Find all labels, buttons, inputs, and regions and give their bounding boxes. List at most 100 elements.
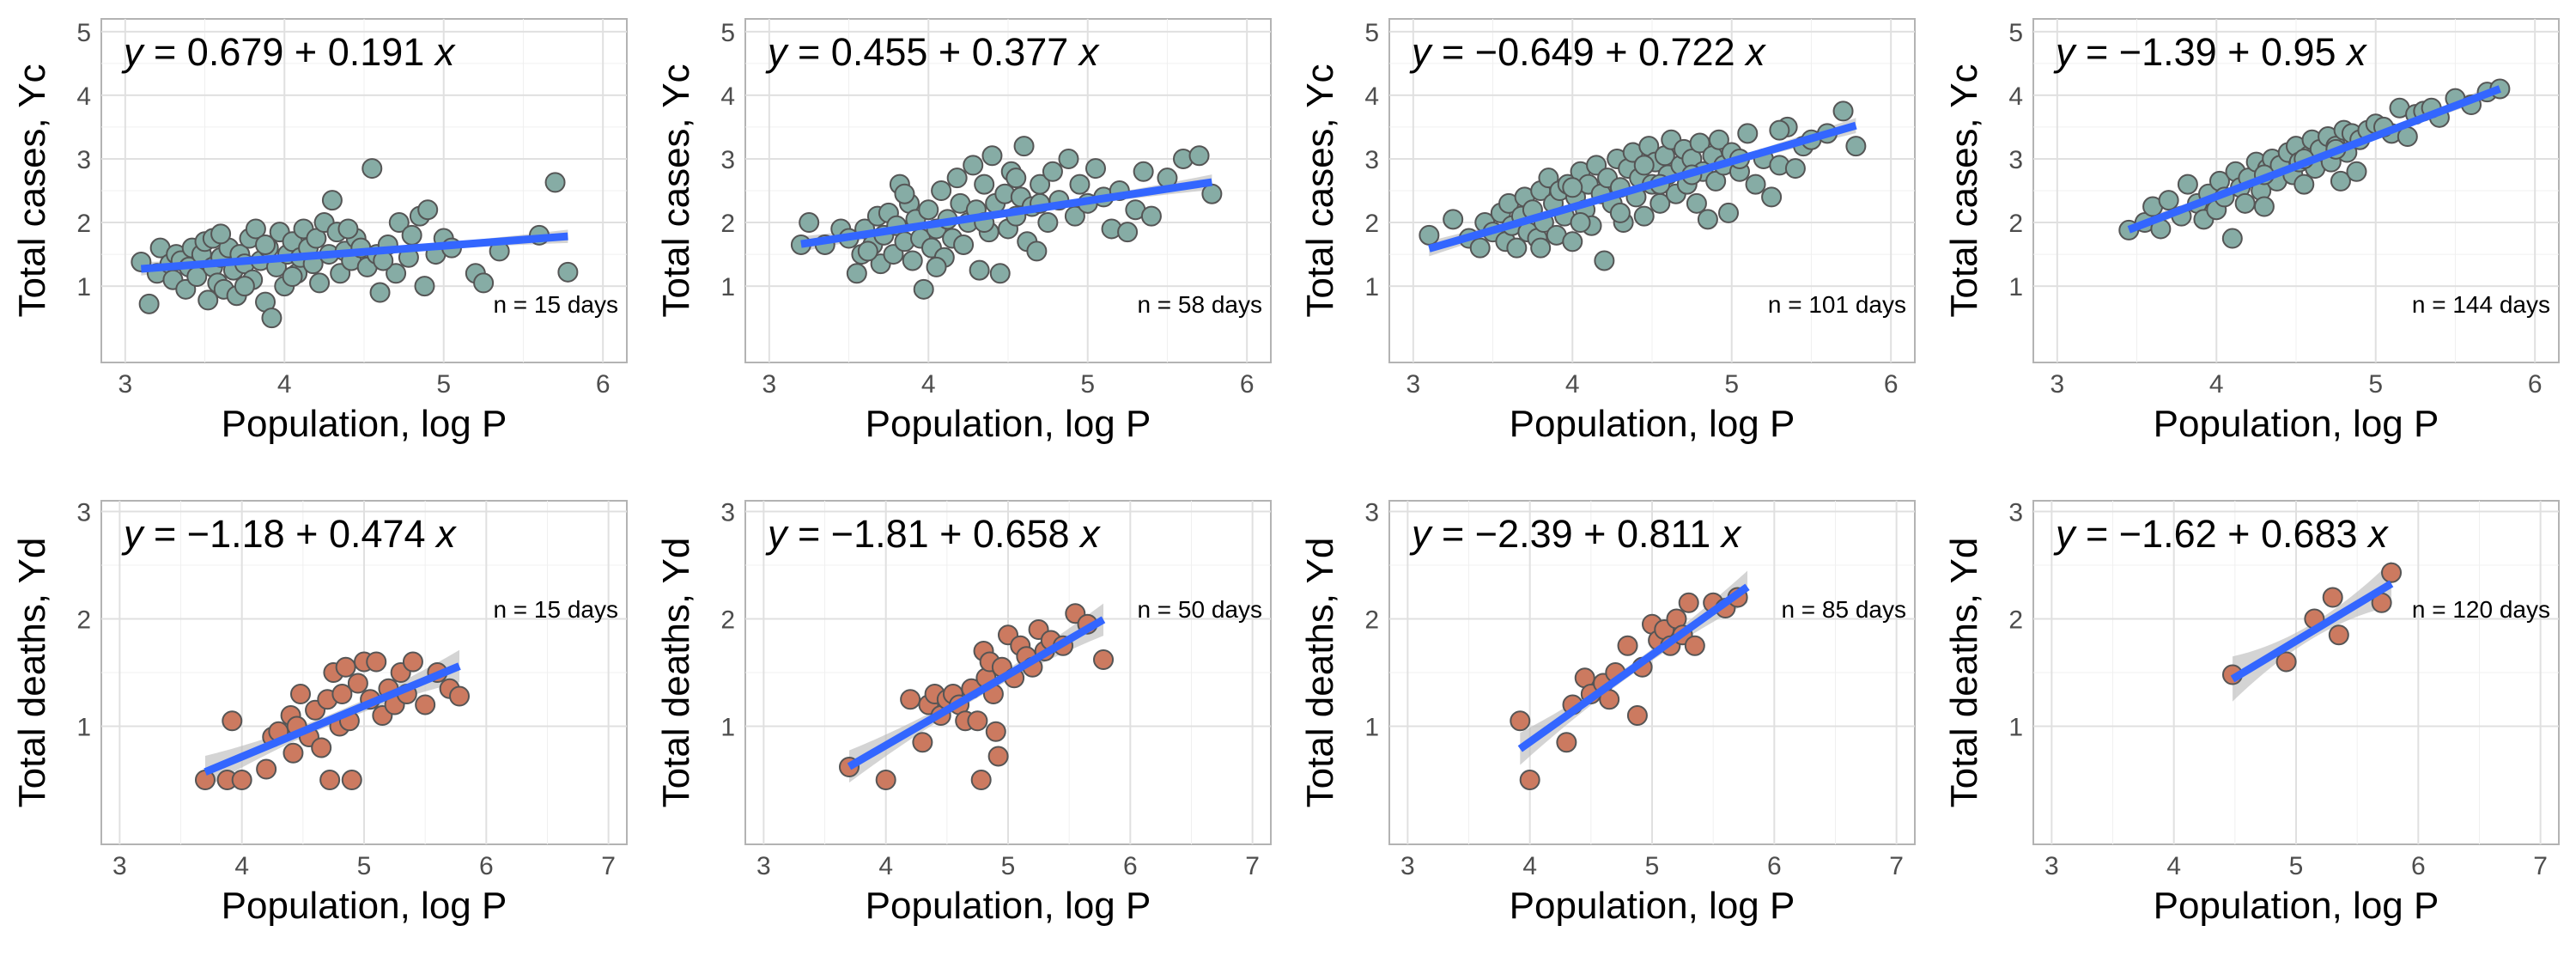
x-tick-label: 6 (1884, 370, 1899, 399)
data-point (1594, 250, 1615, 271)
y-axis-title: Total deaths, Yd (1943, 538, 1985, 808)
data-point (963, 155, 984, 176)
data-point (846, 263, 867, 284)
equation-slope: 0.811 (1617, 512, 1710, 556)
y-tick-label: 4 (76, 82, 91, 111)
equation-y: y (1409, 30, 1433, 74)
data-point (402, 651, 423, 673)
chart-panel-6: 3 4 5 6 7 1 2 3 Population, log P Total deaths, Y… (655, 499, 1272, 927)
sample-size-label: n = 15 days (493, 596, 618, 623)
data-point (256, 758, 277, 780)
data-point (1069, 174, 1091, 195)
data-point (1042, 161, 1063, 182)
data-point (1093, 649, 1115, 670)
y-tick-label: 2 (2008, 606, 2023, 635)
x-axis-title: Population, log P (866, 403, 1151, 445)
equation-plus: + (283, 30, 327, 74)
y-axis-title: Total cases, Yc (1943, 64, 1985, 317)
data-point (2330, 170, 2351, 192)
x-axis-title: Population, log P (2154, 885, 2439, 927)
data-point (985, 721, 1006, 742)
data-point (283, 742, 304, 764)
data-point (1140, 205, 1162, 227)
y-tick-label: 3 (2008, 499, 2023, 527)
equation-intercept: 0.649 (1498, 30, 1595, 74)
data-point (1188, 145, 1210, 167)
x-tick-label: 4 (277, 370, 292, 399)
data-point (1510, 710, 1531, 732)
plot-area (790, 136, 1223, 300)
data-point (1506, 237, 1528, 259)
data-point (1058, 148, 1079, 169)
data-point (1133, 161, 1154, 182)
x-tick-label: 7 (601, 852, 616, 880)
x-tick-label: 4 (1522, 852, 1537, 880)
x-tick-label: 6 (1767, 852, 1782, 880)
data-point (1633, 155, 1655, 176)
equation-sign: − (2119, 512, 2142, 556)
regression-line (1517, 583, 1750, 752)
data-point (1005, 167, 1027, 189)
data-point (401, 224, 422, 246)
equation-equals: = (787, 30, 831, 74)
data-point (875, 770, 896, 790)
equation-plus: + (1573, 512, 1617, 556)
equation-intercept: 1.81 (854, 512, 929, 556)
y-tick-label: 3 (76, 499, 91, 527)
y-tick-label: 3 (2008, 146, 2023, 174)
y-tick-label: 2 (76, 210, 91, 238)
equation-slope: 0.191 (328, 30, 425, 74)
equation-plus: + (927, 30, 971, 74)
equation-equals: = (1431, 30, 1475, 74)
x-tick-label: 5 (436, 370, 451, 399)
equation-y: y (2053, 512, 2077, 556)
plot-area (1419, 100, 1867, 271)
equation-intercept: 2.39 (1498, 512, 1573, 556)
data-point (231, 770, 252, 790)
data-point (1562, 231, 1583, 253)
x-tick-label: 5 (357, 852, 372, 880)
chart-panel-5: 3 4 5 6 7 1 2 3 Population, log P Total deaths, Y… (11, 499, 628, 927)
data-point (1761, 186, 1783, 208)
equation-y: y (121, 512, 145, 556)
data-point (1469, 237, 1491, 259)
data-point (1519, 770, 1540, 790)
equation-equals: = (787, 512, 831, 556)
x-tick-label: 7 (1889, 852, 1904, 880)
equation-x: x (1078, 30, 1100, 74)
regression-line (2230, 580, 2394, 683)
y-tick-label: 1 (76, 714, 91, 742)
data-point (918, 199, 939, 221)
data-point (900, 689, 921, 710)
y-tick-label: 4 (1364, 82, 1379, 111)
regression-equation: y = −2.39 + 0.811 x (1409, 512, 1742, 556)
plot-area (1510, 570, 1750, 790)
equation-x: x (434, 30, 456, 74)
sample-size-label: n = 85 days (1781, 596, 1906, 623)
equation-x: x (1078, 512, 1101, 556)
data-point (261, 308, 283, 329)
data-point (1626, 705, 1648, 726)
data-point (1617, 635, 1638, 656)
y-tick-label: 3 (720, 146, 735, 174)
x-tick-label: 4 (921, 370, 936, 399)
x-axis-title: Population, log P (222, 403, 507, 445)
data-point (544, 172, 566, 193)
x-tick-label: 5 (1001, 852, 1016, 880)
data-point (309, 272, 331, 294)
equation-equals: = (143, 30, 187, 74)
x-tick-label: 5 (1080, 370, 1095, 399)
data-point (2177, 174, 2198, 195)
equation-y: y (1409, 512, 1433, 556)
regression-equation: y = 0.455 + 0.377 x (765, 30, 1100, 74)
sample-size-label: n = 50 days (1137, 596, 1262, 623)
equation-space (426, 512, 437, 556)
data-point (1026, 241, 1048, 262)
data-point (989, 263, 1011, 284)
y-tick-label: 2 (1364, 210, 1379, 238)
x-tick-label: 6 (1240, 370, 1255, 399)
data-point (347, 673, 368, 694)
data-point (1037, 212, 1059, 234)
regression-equation: y = −0.649 + 0.722 x (1409, 30, 1766, 74)
data-point (913, 278, 934, 300)
